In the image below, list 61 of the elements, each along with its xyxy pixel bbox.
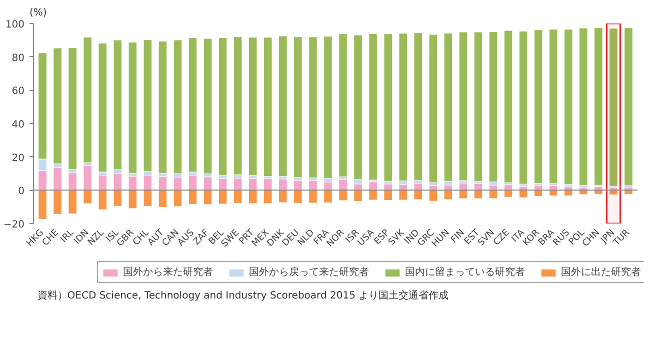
bar — [518, 190, 528, 198]
bar — [414, 32, 423, 181]
bar — [248, 37, 258, 176]
y-tick-label: 0 — [18, 186, 25, 198]
bar — [564, 29, 573, 185]
x-tick-label: TUR — [611, 228, 632, 249]
bar — [594, 190, 603, 194]
bar — [624, 190, 633, 194]
bar — [278, 36, 288, 177]
bar — [458, 32, 468, 181]
x-tick-label: NZL — [86, 228, 106, 248]
bar — [609, 190, 618, 195]
bar — [488, 190, 498, 199]
y-tick-label: −20 — [3, 220, 25, 230]
y-tick-label: 100 — [5, 20, 25, 30]
y-tick-label: 80 — [12, 52, 25, 64]
bar — [548, 190, 558, 196]
bar — [579, 28, 588, 186]
bar — [203, 38, 212, 174]
bar — [564, 190, 573, 196]
bar — [143, 40, 152, 172]
bar — [398, 33, 408, 182]
legend-label: 国外から来た研究者 — [123, 266, 213, 279]
y-tick-label: 60 — [12, 86, 25, 98]
bar — [428, 190, 438, 202]
bar — [158, 40, 168, 174]
y-axis-title: (%) — [30, 8, 47, 18]
y-tick-label: 20 — [12, 152, 25, 164]
bar — [504, 30, 513, 183]
bar — [308, 36, 318, 178]
bar — [579, 190, 588, 195]
legend-label: 国内に留まっている研究者 — [405, 266, 525, 279]
bar — [233, 36, 242, 175]
bar — [294, 36, 302, 178]
text: 資料）OECD Science, Technology and Industry Scoreboard 2015 より国土交通省作成 — [37, 290, 449, 302]
bar — [218, 37, 228, 176]
bar — [594, 28, 603, 186]
bar — [488, 32, 498, 182]
legend-label: 国外に出た研究者 — [561, 266, 641, 279]
legend-label: 国外から戻って来た研究者 — [249, 266, 369, 279]
bar — [338, 34, 348, 178]
bar — [68, 48, 77, 170]
bar — [444, 32, 453, 182]
bar — [83, 36, 92, 163]
bar — [98, 42, 107, 172]
bar — [534, 30, 543, 184]
y-tick-label: 40 — [12, 120, 25, 130]
bar — [324, 36, 332, 178]
bar — [53, 48, 62, 164]
bar — [384, 34, 392, 182]
bar — [624, 28, 633, 186]
bar — [518, 30, 528, 184]
bar — [548, 29, 558, 184]
bar — [534, 190, 543, 197]
bar — [173, 40, 182, 174]
bar — [128, 42, 138, 174]
bar — [264, 37, 272, 177]
bar — [428, 34, 438, 183]
bar — [474, 32, 483, 182]
bar — [188, 38, 198, 172]
bar — [113, 40, 122, 170]
